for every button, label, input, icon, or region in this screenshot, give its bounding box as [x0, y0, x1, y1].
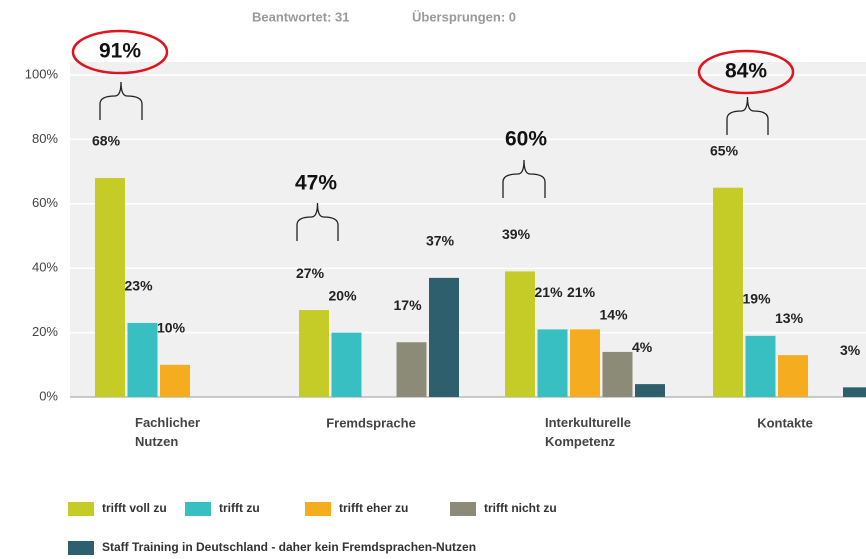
label-line: Interkulturelle — [545, 415, 631, 430]
y-tick-label: 20% — [32, 324, 58, 339]
legend-label: Staff Training in Deutschland - daher ke… — [102, 540, 476, 554]
bar — [713, 187, 743, 397]
value-label: 13% — [775, 310, 804, 326]
legend-label: trifft nicht zu — [484, 501, 557, 515]
y-tick-label: 100% — [25, 66, 59, 81]
label-line: Kompetenz — [545, 434, 616, 449]
y-tick-label: 0% — [39, 388, 58, 403]
label-line: Fachlicher — [135, 415, 200, 430]
bar — [331, 332, 362, 397]
value-label: 10% — [157, 320, 186, 336]
annotation: 84% — [725, 60, 767, 83]
value-label: 21% — [567, 284, 596, 300]
legend-label: trifft eher zu — [339, 501, 408, 515]
bar — [429, 277, 459, 397]
value-label: 4% — [632, 339, 653, 355]
legend-swatch — [68, 541, 94, 555]
bar — [95, 178, 125, 397]
value-label: 23% — [125, 278, 154, 294]
value-label: 39% — [502, 226, 531, 242]
value-label: 37% — [426, 233, 455, 249]
bar — [505, 271, 535, 397]
value-label: 27% — [296, 265, 325, 281]
bar — [299, 310, 329, 397]
highlight-ring — [71, 29, 169, 75]
answered: Beantwortet: 31 — [252, 9, 350, 24]
value-label: 68% — [92, 133, 121, 149]
x-tick-label: Kontakte — [757, 415, 813, 430]
value-label: 65% — [710, 142, 739, 158]
bar — [602, 351, 633, 397]
brace — [502, 159, 546, 198]
value-label: 14% — [600, 307, 629, 323]
bar — [778, 355, 808, 397]
highlight-ring — [697, 49, 795, 95]
brace — [726, 96, 769, 135]
value-label: 20% — [329, 287, 358, 303]
bar — [396, 342, 427, 397]
legend-label: trifft zu — [219, 501, 260, 515]
legend-swatch — [305, 502, 331, 516]
bar — [570, 329, 600, 397]
y-tick-label: 80% — [32, 131, 58, 146]
brace — [296, 202, 339, 241]
y-tick-label: 40% — [32, 260, 58, 275]
annotation: 47% — [295, 172, 337, 195]
value-label: 17% — [394, 297, 423, 313]
legend-swatch — [68, 502, 94, 516]
bar — [745, 335, 776, 397]
x-tick-label: Fremdsprache — [326, 415, 416, 430]
x-tick-label: Fachlicher Nutzen — [135, 415, 200, 449]
legend-label: trifft voll zu — [102, 501, 167, 515]
y-tick-label: 60% — [32, 195, 58, 210]
bar — [160, 364, 190, 397]
legend-swatch — [185, 502, 211, 516]
bar — [127, 322, 158, 397]
value-label: 3% — [840, 342, 861, 358]
bar — [635, 384, 665, 397]
annotation: 60% — [505, 128, 547, 151]
skipped: Übersprungen: 0 — [412, 9, 516, 24]
label-line: Nutzen — [135, 434, 178, 449]
bar — [537, 329, 568, 397]
annotation: 91% — [99, 40, 141, 63]
brace — [99, 81, 143, 120]
bar — [843, 387, 866, 397]
x-tick-label: Interkulturelle Kompetenz — [545, 415, 631, 449]
value-label: 21% — [535, 284, 564, 300]
legend-swatch — [450, 502, 476, 516]
value-label: 19% — [743, 291, 772, 307]
